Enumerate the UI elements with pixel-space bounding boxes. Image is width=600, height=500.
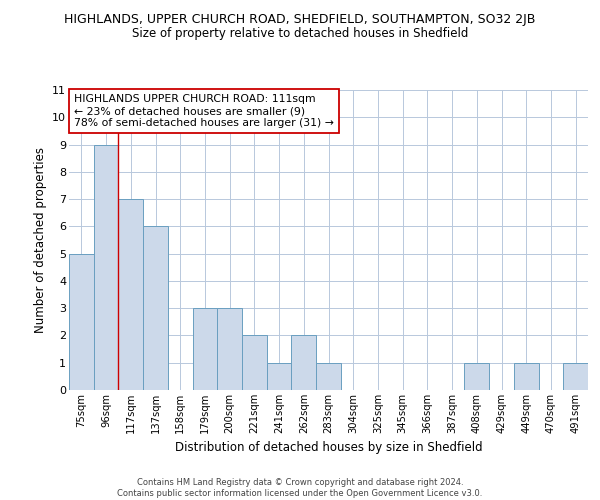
Text: HIGHLANDS, UPPER CHURCH ROAD, SHEDFIELD, SOUTHAMPTON, SO32 2JB: HIGHLANDS, UPPER CHURCH ROAD, SHEDFIELD,…: [64, 12, 536, 26]
Bar: [143, 226, 168, 390]
Y-axis label: Number of detached properties: Number of detached properties: [34, 147, 47, 333]
Bar: [267, 362, 292, 390]
Bar: [118, 199, 143, 390]
Bar: [316, 362, 341, 390]
Bar: [563, 362, 588, 390]
X-axis label: Distribution of detached houses by size in Shedfield: Distribution of detached houses by size …: [175, 442, 482, 454]
Text: HIGHLANDS UPPER CHURCH ROAD: 111sqm
← 23% of detached houses are smaller (9)
78%: HIGHLANDS UPPER CHURCH ROAD: 111sqm ← 23…: [74, 94, 334, 128]
Bar: [217, 308, 242, 390]
Bar: [514, 362, 539, 390]
Bar: [292, 336, 316, 390]
Bar: [94, 144, 118, 390]
Text: Size of property relative to detached houses in Shedfield: Size of property relative to detached ho…: [132, 28, 468, 40]
Bar: [242, 336, 267, 390]
Bar: [464, 362, 489, 390]
Bar: [69, 254, 94, 390]
Text: Contains HM Land Registry data © Crown copyright and database right 2024.
Contai: Contains HM Land Registry data © Crown c…: [118, 478, 482, 498]
Bar: [193, 308, 217, 390]
